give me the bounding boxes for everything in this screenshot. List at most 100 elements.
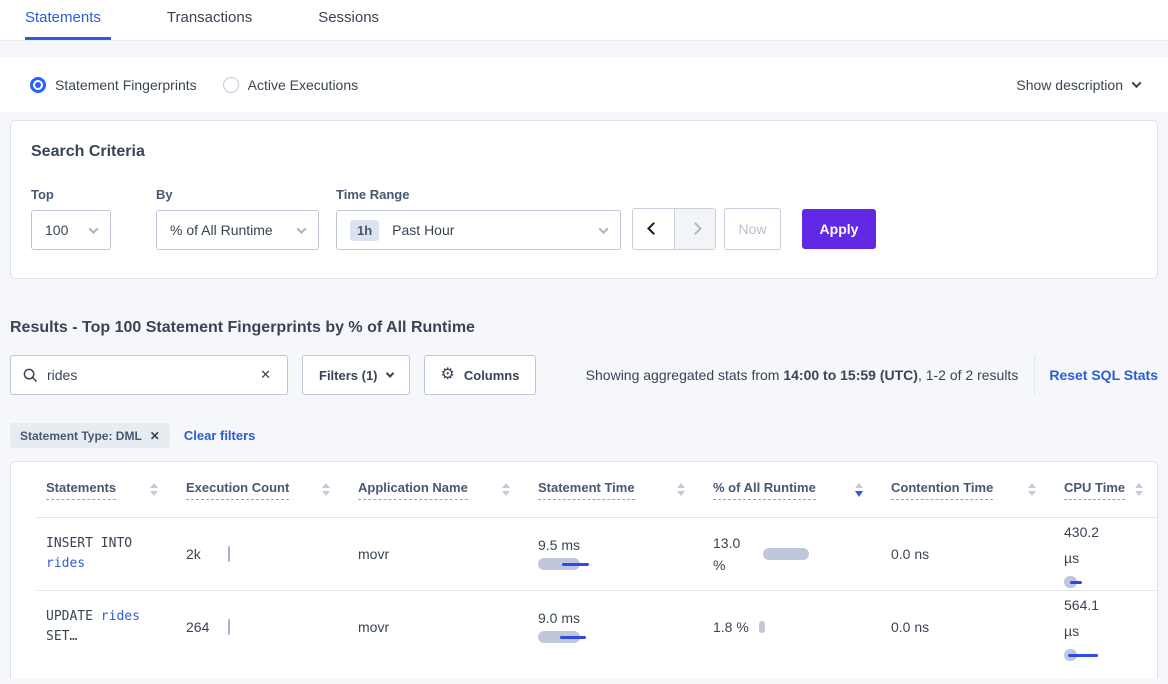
application-name-cell: movr	[358, 545, 390, 562]
radio-selected-icon[interactable]	[30, 76, 46, 93]
sort-icon[interactable]	[150, 483, 158, 496]
time-range-field: Time Range 1h Past Hour	[336, 187, 621, 250]
filters-button-label: Filters (1)	[319, 367, 378, 383]
time-range-value: Past Hour	[392, 222, 455, 238]
execution-count-value: 2k	[186, 545, 201, 562]
show-description-label: Show description	[1016, 76, 1123, 93]
chevron-down-icon	[296, 223, 307, 234]
now-button[interactable]: Now	[724, 207, 781, 250]
execution-count-bar	[228, 618, 230, 635]
statement-text: SET…	[46, 628, 78, 644]
col-header-statements[interactable]: Statements	[46, 480, 186, 500]
statement-time-bar	[538, 558, 590, 570]
pct-runtime-bar	[758, 620, 765, 633]
results-heading: Results - Top 100 Statement Fingerprints…	[10, 319, 475, 336]
sort-icon[interactable]	[322, 483, 330, 496]
table-row: UPDATE rides SET… 264 movr 9.0 ms 1.8 % …	[11, 590, 1157, 663]
sort-icon[interactable]	[1028, 483, 1036, 496]
statement-search-box[interactable]: ✕	[10, 355, 288, 395]
chevron-down-icon	[1131, 78, 1142, 89]
cpu-time-cell: 564.1 µs	[1064, 592, 1149, 661]
sort-icon-active-desc[interactable]	[855, 482, 863, 497]
time-range-badge: 1h	[350, 219, 380, 241]
time-next-button[interactable]	[674, 208, 715, 249]
col-header-statement-time[interactable]: Statement Time	[538, 480, 713, 500]
search-criteria-card: Search Criteria Top 100 By % of All Runt…	[10, 120, 1158, 279]
tab-transactions[interactable]: Transactions	[166, 9, 253, 26]
sort-icon[interactable]	[502, 483, 510, 496]
top-select[interactable]: 100	[31, 210, 111, 250]
cpu-time-bar	[1064, 649, 1098, 661]
view-toggle-band: Statement Fingerprints Active Executions…	[0, 57, 1168, 112]
by-label: By	[156, 187, 173, 202]
by-select-value: % of All Runtime	[170, 222, 273, 238]
cpu-time-bar	[1064, 576, 1088, 588]
statement-time-cell: 9.0 ms	[538, 610, 713, 643]
col-header-contention-time[interactable]: Contention Time	[891, 480, 1064, 500]
chevron-right-icon	[688, 222, 702, 235]
col-header-pct-all-runtime[interactable]: % of All Runtime	[713, 480, 891, 500]
radio-active-executions[interactable]: Active Executions	[222, 76, 358, 93]
tab-statements[interactable]: Statements	[25, 0, 111, 40]
statement-time-value: 9.5 ms	[538, 537, 581, 553]
radio-statement-fingerprints-label: Statement Fingerprints	[55, 76, 197, 93]
cpu-time-value: 564.1 µs	[1064, 597, 1100, 639]
col-header-execution-count[interactable]: Execution Count	[186, 480, 358, 500]
time-prev-button[interactable]	[633, 208, 674, 249]
sort-icon[interactable]	[1135, 483, 1143, 496]
filter-chip-label: Statement Type: DML	[20, 428, 142, 443]
chevron-left-icon	[647, 222, 660, 235]
col-header-application-name[interactable]: Application Name	[358, 480, 538, 500]
statement-text: UPDATE	[46, 608, 101, 624]
radio-statement-fingerprints[interactable]: Statement Fingerprints	[30, 76, 197, 93]
statement-fingerprint-link[interactable]: rides	[100, 608, 140, 624]
top-tab-bar: Statements Transactions Sessions	[0, 0, 1168, 41]
search-input[interactable]	[47, 367, 257, 383]
clear-filters-link[interactable]: Clear filters	[183, 428, 256, 443]
time-range-pager	[632, 207, 716, 250]
columns-button-label: Columns	[463, 367, 520, 383]
execution-count-cell: 264	[186, 618, 358, 635]
statement-cell: UPDATE rides SET…	[46, 607, 154, 647]
statement-text: INSERT INTO	[46, 535, 133, 551]
show-description-toggle[interactable]: Show description	[1016, 76, 1142, 93]
chevron-down-icon	[598, 223, 609, 234]
sort-icon[interactable]	[677, 483, 685, 496]
search-clear-icon[interactable]: ✕	[260, 367, 271, 382]
statements-table: Statements Execution Count Application N…	[10, 461, 1158, 679]
statement-cell: INSERT INTO rides	[46, 534, 154, 574]
top-select-value: 100	[45, 222, 69, 238]
pct-runtime-value: 13.0 %	[713, 534, 741, 573]
search-criteria-form: Top 100 By % of All Runtime Time Range 1…	[31, 187, 1137, 250]
apply-button[interactable]: Apply	[802, 208, 876, 249]
application-name-cell: movr	[358, 618, 390, 635]
columns-button[interactable]: ⚙ Columns	[423, 355, 537, 395]
cpu-time-cell: 430.2 µs	[1064, 519, 1149, 588]
radio-unselected-icon[interactable]	[222, 76, 239, 93]
gear-icon: ⚙	[440, 366, 455, 383]
by-select[interactable]: % of All Runtime	[156, 210, 319, 250]
tab-sessions[interactable]: Sessions	[318, 9, 380, 26]
contention-time-cell: 0.0 ns	[891, 545, 930, 562]
execution-count-cell: 2k	[186, 545, 358, 562]
stats-time-range: 14:00 to 15:59 (UTC)	[783, 367, 918, 383]
top-label: Top	[31, 187, 54, 202]
time-range-label: Time Range	[336, 187, 410, 202]
execution-count-bar	[228, 545, 230, 562]
chip-close-icon[interactable]: ✕	[149, 428, 160, 443]
statement-time-value: 9.0 ms	[538, 610, 581, 626]
statement-time-cell: 9.5 ms	[538, 537, 713, 570]
filters-button[interactable]: Filters (1)	[302, 355, 410, 395]
col-header-cpu-time[interactable]: CPU Time	[1064, 480, 1149, 500]
table-row: INSERT INTO rides 2k movr 9.5 ms 13.0 % …	[11, 517, 1157, 590]
statement-fingerprint-link[interactable]: rides	[46, 555, 86, 571]
pct-runtime-cell: 1.8 %	[713, 616, 891, 638]
time-range-select[interactable]: 1h Past Hour	[336, 210, 621, 250]
by-field: By % of All Runtime	[156, 187, 319, 250]
search-icon	[23, 368, 38, 382]
pct-runtime-cell: 13.0 %	[713, 532, 891, 576]
chevron-down-icon	[88, 223, 99, 234]
reset-sql-stats-link[interactable]: Reset SQL Stats	[1049, 367, 1158, 383]
pct-runtime-value: 1.8 %	[713, 618, 749, 635]
results-toolbar: ✕ Filters (1) ⚙ Columns Showing aggregat…	[10, 355, 1158, 395]
